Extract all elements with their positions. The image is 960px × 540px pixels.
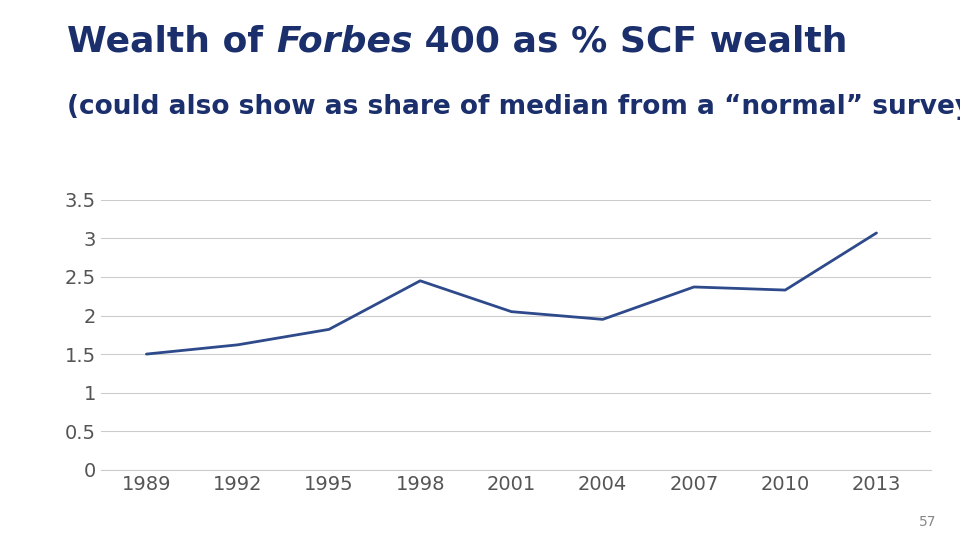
Text: 400 as % SCF wealth: 400 as % SCF wealth — [413, 24, 848, 58]
Text: 57: 57 — [919, 515, 936, 529]
Text: (could also show as share of median from a “normal” survey): (could also show as share of median from… — [67, 94, 960, 120]
Text: Wealth of: Wealth of — [67, 24, 276, 58]
Text: Forbes: Forbes — [276, 24, 413, 58]
